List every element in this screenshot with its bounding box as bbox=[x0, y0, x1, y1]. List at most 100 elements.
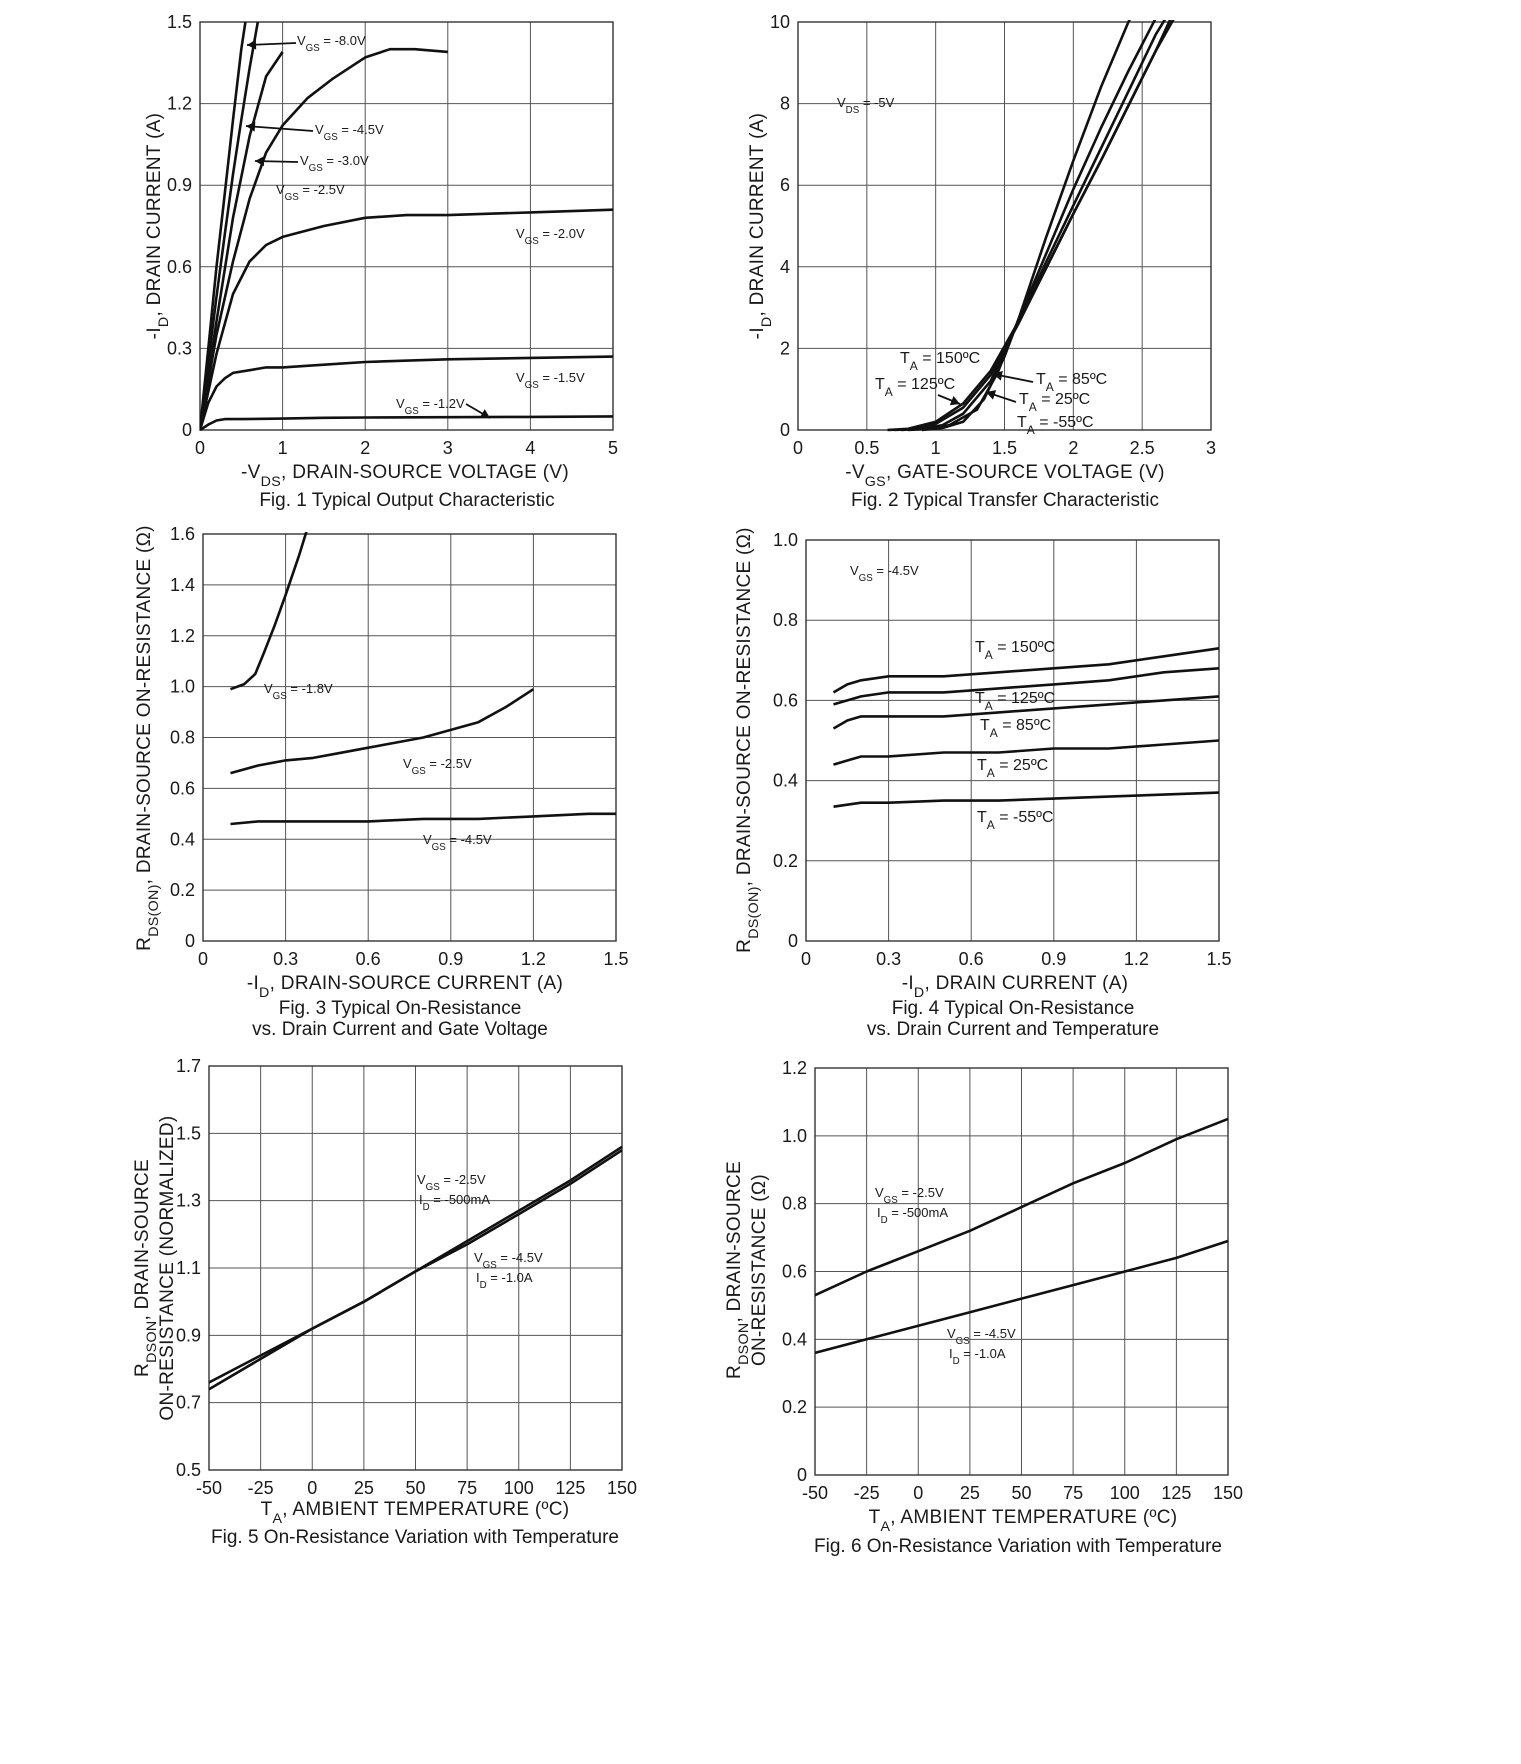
fig1-series-label: VGS = -2.0V bbox=[516, 226, 585, 247]
fig4-xtick-label: 1.2 bbox=[1124, 949, 1149, 969]
fig2-caption: Fig. 2 Typical Transfer Characteristic bbox=[851, 490, 1159, 511]
fig5-chart: -50 -25 0 25 50 75 100 125 150 0.5 0.7 0.9 1.1 1.3 1.5… bbox=[132, 1056, 637, 1548]
fig4-xtick-label: 0 bbox=[801, 949, 811, 969]
fig4-ytick-label: 0.8 bbox=[773, 610, 798, 630]
fig1-xtick-label: 1 bbox=[278, 438, 288, 458]
fig2-series-label: TA = 125ºC bbox=[875, 376, 955, 399]
fig4-series-line-1 bbox=[832, 647, 1220, 694]
fig1-series-line-1 bbox=[200, 21, 247, 431]
fig5-xtick-label: -50 bbox=[196, 1478, 222, 1498]
fig6-ytick-label: 1.0 bbox=[782, 1126, 807, 1146]
fig3-plot-frame bbox=[202, 533, 617, 942]
fig1-plot-frame bbox=[199, 21, 614, 431]
fig5-xtick-label: 125 bbox=[555, 1478, 585, 1498]
fig4-caption: vs. Drain Current and Temperature bbox=[867, 1019, 1159, 1040]
fig1-ytick-label: 1.2 bbox=[167, 94, 192, 114]
fig3-xtick-label: 0.3 bbox=[273, 949, 298, 969]
fig3-xtick-label: 0.6 bbox=[356, 949, 381, 969]
fig3-series-line-2 bbox=[230, 688, 535, 775]
fig6-ytick-label: 0.2 bbox=[782, 1397, 807, 1417]
fig4-series-line-2 bbox=[833, 667, 1220, 706]
fig5-series-label: VGS = -4.5V bbox=[474, 1250, 543, 1271]
fig6-xtick-label: 150 bbox=[1213, 1483, 1243, 1503]
fig5-x-axis-label: TA, AMBIENT TEMPERATURE (ºC) bbox=[261, 1499, 570, 1527]
fig1-series-label: VGS = -1.2V bbox=[396, 396, 465, 417]
fig2-xtick-label: 2.5 bbox=[1130, 438, 1155, 458]
fig6-ytick-label: 0 bbox=[797, 1465, 807, 1485]
fig4-series-label: VGS = -4.5V bbox=[850, 563, 919, 584]
fig6-ytick-label: 1.2 bbox=[782, 1058, 807, 1078]
fig6-series-label: VGS = -2.5V bbox=[875, 1185, 944, 1206]
fig2-xtick-label: 1 bbox=[931, 438, 941, 458]
fig5-series-label-line2: ID = -1.0A bbox=[476, 1270, 533, 1291]
fig5-ytick-label: 0.7 bbox=[176, 1393, 201, 1413]
fig6-series-label-line2: ID = -1.0A bbox=[949, 1346, 1006, 1367]
fig4-series-line-4 bbox=[833, 739, 1220, 766]
fig1-arrow-head bbox=[479, 409, 490, 418]
fig5-xtick-label: 50 bbox=[405, 1478, 425, 1498]
fig2-ytick-label: 8 bbox=[780, 94, 790, 114]
fig3-ytick-label: 0 bbox=[185, 931, 195, 951]
fig3-caption: Fig. 3 Typical On-Resistance bbox=[279, 998, 522, 1019]
fig1-xtick-label: 4 bbox=[525, 438, 535, 458]
fig6-xtick-label: 0 bbox=[913, 1483, 923, 1503]
fig2-y-axis-label: -ID, DRAIN CURRENT (A) bbox=[747, 113, 775, 340]
fig4-xtick-label: 0.3 bbox=[876, 949, 901, 969]
fig2-ytick-label: 4 bbox=[780, 257, 790, 277]
fig5-plot-frame bbox=[208, 1065, 623, 1471]
fig4-chart: 0 0.3 0.6 0.9 1.2 1.5 0 0.2 0.4 0.6 0.8 1.0 VGS = -4… bbox=[734, 527, 1232, 1040]
fig5-ytick-label: 1.3 bbox=[176, 1191, 201, 1211]
fig6-x-axis-label: TA, AMBIENT TEMPERATURE (ºC) bbox=[869, 1507, 1178, 1535]
fig2-xtick-label: 3 bbox=[1206, 438, 1216, 458]
fig2-arrow-head bbox=[949, 395, 960, 406]
fig3-xtick-label: 0 bbox=[198, 949, 208, 969]
fig3-ytick-label: 1.2 bbox=[170, 626, 195, 646]
fig6-xtick-label: 50 bbox=[1011, 1483, 1031, 1503]
fig6-xtick-label: 100 bbox=[1110, 1483, 1140, 1503]
fig3-ytick-label: 0.4 bbox=[170, 829, 195, 849]
fig5-y-axis-label: RDSON, DRAIN-SOURCE bbox=[132, 1159, 160, 1377]
fig1-xtick-label: 2 bbox=[360, 438, 370, 458]
fig3-caption: vs. Drain Current and Gate Voltage bbox=[252, 1019, 548, 1040]
fig5-xtick-label: 25 bbox=[354, 1478, 374, 1498]
fig3-x-axis-label: -ID, DRAIN-SOURCE CURRENT (A) bbox=[247, 973, 563, 1001]
fig2-series-line-2 bbox=[894, 20, 1175, 432]
fig1-x-axis-label: -VDS, DRAIN-SOURCE VOLTAGE (V) bbox=[241, 462, 569, 490]
fig5-xtick-label: 150 bbox=[607, 1478, 637, 1498]
fig5-ytick-label: 1.5 bbox=[176, 1123, 201, 1143]
fig3-xtick-label: 0.9 bbox=[438, 949, 463, 969]
fig2-xtick-label: 0.5 bbox=[854, 438, 879, 458]
fig3-ytick-label: 1.6 bbox=[170, 524, 195, 544]
fig5-y-axis-label: ON-RESISTANCE (NORMALIZED) bbox=[157, 1115, 178, 1420]
fig3-series-label: VGS = -4.5V bbox=[423, 832, 492, 853]
fig1-series-label: VGS = -3.0V bbox=[300, 153, 369, 174]
fig3-series-line-3 bbox=[230, 812, 616, 826]
fig6-xtick-label: 25 bbox=[960, 1483, 980, 1503]
fig1-series-line-6 bbox=[200, 355, 614, 431]
fig2-arrow-head bbox=[986, 390, 997, 400]
fig5-series-label-line2: ID = -500mA bbox=[419, 1192, 490, 1213]
fig1-series-line-2 bbox=[200, 21, 260, 431]
fig6-plot-frame bbox=[814, 1067, 1229, 1476]
fig5-xtick-label: 100 bbox=[504, 1478, 534, 1498]
fig6-xtick-label: 75 bbox=[1063, 1483, 1083, 1503]
fig2-ytick-label: 10 bbox=[770, 12, 790, 32]
fig4-series-label: TA = 85ºC bbox=[980, 717, 1051, 740]
fig4-series-line-3 bbox=[832, 695, 1220, 730]
fig4-ytick-label: 0 bbox=[788, 931, 798, 951]
fig6-chart: -50 -25 0 25 50 75 100 125 150 0 0.2 0.4 0.6 0.8 1.0 1.… bbox=[724, 1058, 1243, 1557]
fig5-ytick-label: 1.7 bbox=[176, 1056, 201, 1076]
fig5-xtick-label: -25 bbox=[248, 1478, 274, 1498]
fig3-y-axis-label: RDS(ON), DRAIN-SOURCE ON-RESISTANCE (Ω) bbox=[134, 525, 162, 951]
fig1-xtick-label: 3 bbox=[443, 438, 453, 458]
fig2-ytick-label: 0 bbox=[780, 420, 790, 440]
fig2-series-label: VDS = -5V bbox=[837, 95, 895, 116]
fig1-ytick-label: 0.9 bbox=[167, 175, 192, 195]
fig3-xtick-label: 1.2 bbox=[521, 949, 546, 969]
fig4-x-axis-label: -ID, DRAIN CURRENT (A) bbox=[902, 973, 1129, 1001]
fig5-xtick-label: 75 bbox=[457, 1478, 477, 1498]
fig1-xtick-label: 0 bbox=[195, 438, 205, 458]
fig2-xtick-label: 2 bbox=[1068, 438, 1078, 458]
fig2-series-label: TA = -55ºC bbox=[1017, 414, 1094, 437]
fig3-ytick-label: 1.0 bbox=[170, 677, 195, 697]
